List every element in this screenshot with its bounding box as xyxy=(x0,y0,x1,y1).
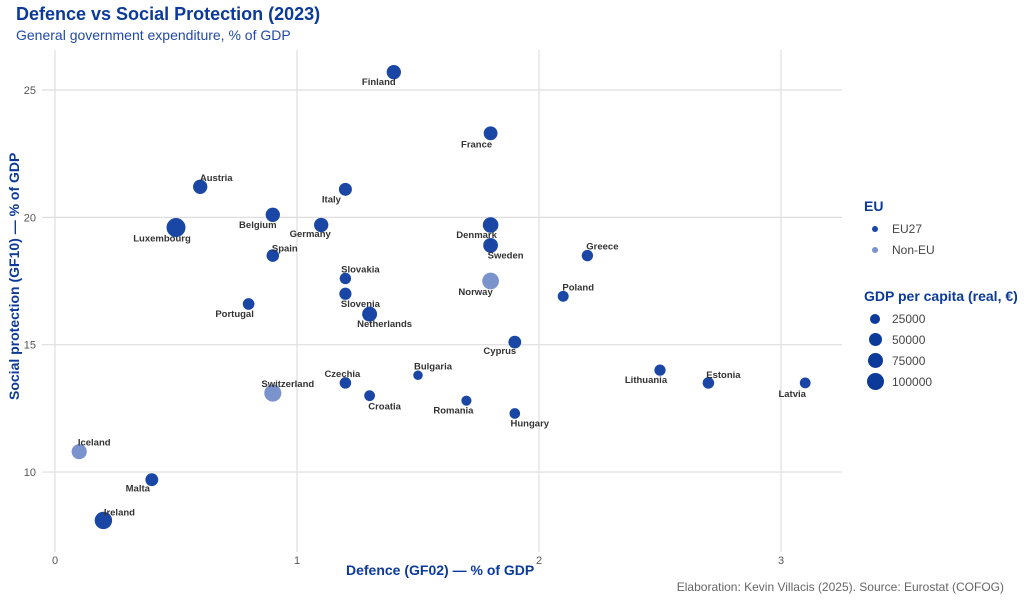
point-switzerland xyxy=(264,384,282,402)
point-label-poland: Poland xyxy=(562,282,594,293)
point-hungary xyxy=(509,408,521,419)
legend-eu27-swatch xyxy=(872,225,878,232)
point-label-norway: Norway xyxy=(458,287,493,298)
point-czechia xyxy=(339,377,352,389)
x-tick-label: 1 xyxy=(294,555,300,567)
y-tick-label: 15 xyxy=(24,340,36,352)
point-lithuania xyxy=(654,364,666,376)
point-label-slovenia: Slovenia xyxy=(341,299,381,310)
x-axis-label: Defence (GF02) — % of GDP xyxy=(346,562,535,578)
legend-gdp-title: GDP per capita (real, €) xyxy=(864,288,1018,304)
point-label-sweden: Sweden xyxy=(488,250,524,261)
y-tick-label: 20 xyxy=(24,212,36,224)
point-label-czechia: Czechia xyxy=(324,369,361,380)
point-croatia xyxy=(364,390,376,402)
legend-item-size-4: 100000 xyxy=(864,371,1018,392)
y-axis-label: Social protection (GF10) — % of GDP xyxy=(6,152,22,400)
point-netherlands xyxy=(362,306,378,322)
legend-size-1-swatch xyxy=(870,313,880,324)
point-label-france: France xyxy=(461,139,492,150)
legend-item-size-1: 25000 xyxy=(864,308,1018,329)
point-italy xyxy=(338,182,352,196)
point-estonia xyxy=(702,377,715,389)
y-tick-label: 25 xyxy=(24,85,36,97)
point-luxembourg xyxy=(166,218,186,238)
chart-title: Defence vs Social Protection (2023) xyxy=(16,4,321,24)
legend-eu-title: EU xyxy=(864,198,884,214)
point-greece xyxy=(581,249,594,262)
point-slovenia xyxy=(339,287,352,300)
point-label-latvia: Latvia xyxy=(778,389,806,400)
point-label-hungary: Hungary xyxy=(511,418,550,429)
legend-item-eu27: EU27 xyxy=(864,218,935,239)
point-portugal xyxy=(242,298,255,310)
point-label-romania: Romania xyxy=(433,406,474,417)
point-norway xyxy=(482,272,499,290)
point-label-belgium: Belgium xyxy=(239,220,276,231)
legend-size-2-swatch xyxy=(868,333,882,346)
point-label-luxembourg: Luxembourg xyxy=(133,234,191,245)
point-label-lithuania: Lithuania xyxy=(625,375,668,386)
point-label-iceland: Iceland xyxy=(78,438,111,449)
legend-gdp: GDP per capita (real, €) 25000 50000 750… xyxy=(864,288,1018,392)
point-malta xyxy=(145,473,159,487)
point-sweden xyxy=(483,237,498,253)
point-cyprus xyxy=(508,335,522,349)
point-france xyxy=(483,126,498,141)
point-denmark xyxy=(482,217,499,233)
point-slovakia xyxy=(339,272,352,285)
legend-size-3-label: 75000 xyxy=(892,353,926,368)
point-germany xyxy=(314,217,329,233)
point-bulgaria xyxy=(413,370,423,381)
point-label-portugal: Portugal xyxy=(215,309,254,320)
legend-size-2-label: 50000 xyxy=(892,332,926,347)
x-tick-label: 2 xyxy=(536,555,542,567)
point-label-germany: Germany xyxy=(290,229,332,240)
point-finland xyxy=(386,65,401,80)
point-belgium xyxy=(265,207,280,222)
y-tick-label: 10 xyxy=(24,467,36,479)
point-label-denmark: Denmark xyxy=(456,230,497,241)
point-iceland xyxy=(71,444,87,460)
point-label-ireland: Ireland xyxy=(104,507,135,518)
x-tick-label: 3 xyxy=(778,555,784,567)
legend-non-eu-label: Non-EU xyxy=(892,242,935,257)
legend-eu: EU EU27 Non-EU xyxy=(864,198,935,260)
point-poland xyxy=(557,290,569,302)
point-ireland xyxy=(94,511,113,530)
chart-subtitle: General government expenditure, % of GDP xyxy=(16,27,291,43)
point-label-malta: Malta xyxy=(126,484,151,495)
point-austria xyxy=(193,179,208,194)
legend-size-3-swatch xyxy=(867,353,883,368)
legend-non-eu-swatch xyxy=(872,246,878,253)
legend-size-4-swatch xyxy=(866,373,884,390)
point-label-croatia: Croatia xyxy=(368,402,401,413)
point-label-austria: Austria xyxy=(200,173,233,184)
point-label-cyprus: Cyprus xyxy=(483,346,516,357)
point-label-bulgaria: Bulgaria xyxy=(414,361,453,372)
point-label-estonia: Estonia xyxy=(706,370,741,381)
legend-size-4-label: 100000 xyxy=(892,374,933,389)
point-label-greece: Greece xyxy=(586,242,618,253)
point-spain xyxy=(266,249,280,262)
point-label-spain: Spain xyxy=(272,244,298,255)
point-label-slovakia: Slovakia xyxy=(341,264,380,275)
legend-item-size-2: 50000 xyxy=(864,329,1018,350)
point-latvia xyxy=(799,377,811,389)
legend-item-size-3: 75000 xyxy=(864,350,1018,371)
point-romania xyxy=(461,395,472,406)
x-tick-label: 0 xyxy=(52,555,58,567)
point-label-switzerland: Switzerland xyxy=(261,379,314,390)
legend-size-1-label: 25000 xyxy=(892,311,926,326)
legend-eu27-label: EU27 xyxy=(892,221,923,236)
point-label-finland: Finland xyxy=(362,77,396,88)
source-caption: Elaboration: Kevin Villacis (2025). Sour… xyxy=(676,580,1004,594)
point-label-netherlands: Netherlands xyxy=(357,319,412,330)
legend-item-non-eu: Non-EU xyxy=(864,239,935,260)
point-label-italy: Italy xyxy=(322,194,342,205)
